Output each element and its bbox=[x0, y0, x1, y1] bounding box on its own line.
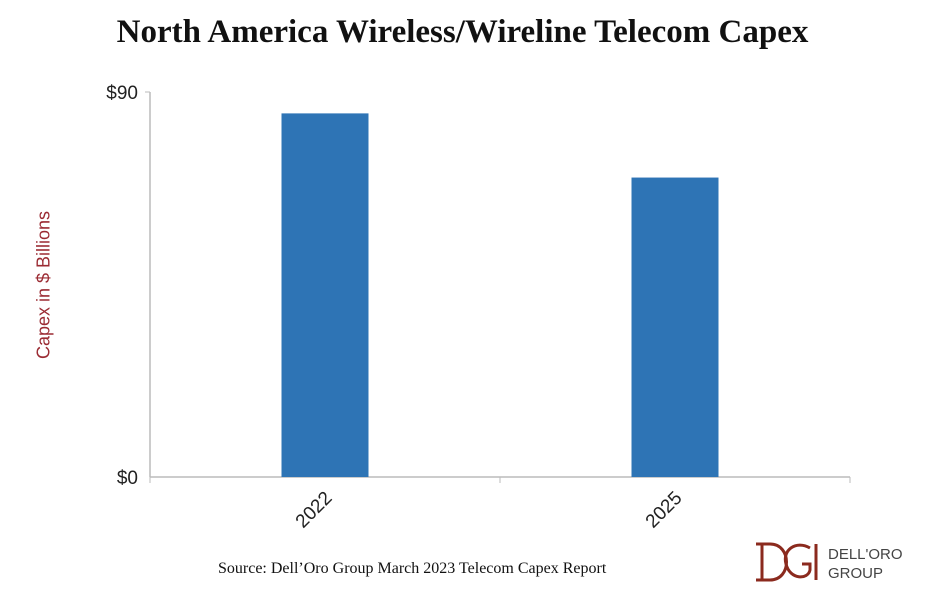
logo-line2: GROUP bbox=[828, 565, 883, 582]
x-tick-label: 2022 bbox=[292, 488, 337, 533]
source-note: Source: Dell’Oro Group March 2023 Teleco… bbox=[218, 560, 607, 577]
logo-line1: DELL'ORO bbox=[828, 546, 903, 563]
bar-2025 bbox=[631, 177, 719, 478]
bar-2022 bbox=[281, 113, 369, 477]
chart-title: North America Wireless/Wireline Telecom … bbox=[116, 14, 809, 50]
y-tick-label: $0 bbox=[117, 468, 138, 489]
dg-monogram-icon bbox=[756, 542, 818, 582]
x-tick-label: 2025 bbox=[642, 488, 687, 533]
y-tick-label: $90 bbox=[106, 83, 138, 104]
dell-oro-logo: DELL'ORO GROUP bbox=[756, 542, 903, 582]
